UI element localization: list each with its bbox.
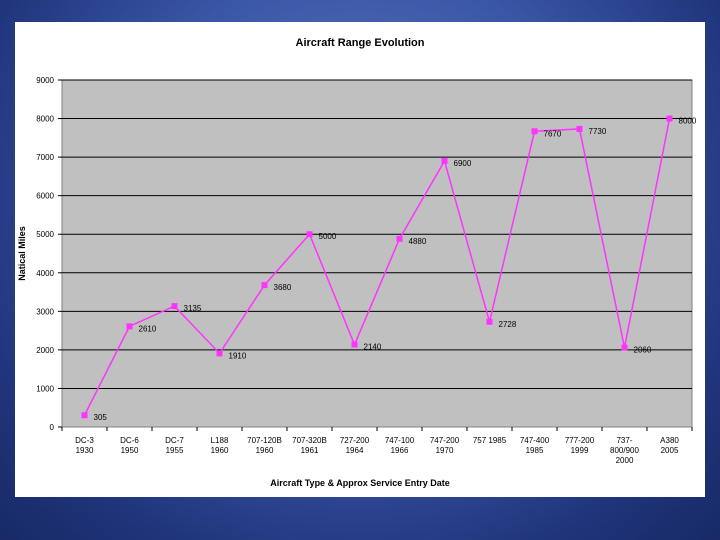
series-line xyxy=(83,118,671,416)
x-tick-label: 1966 xyxy=(391,446,409,455)
data-label: 6900 xyxy=(454,159,472,168)
y-tick-label: 3000 xyxy=(36,307,54,316)
y-tick-label: 0 xyxy=(50,423,55,432)
data-label: 305 xyxy=(94,413,108,422)
data-point-marker xyxy=(396,235,403,242)
x-tick-label: 1970 xyxy=(436,446,454,455)
chart-title: Aircraft Range Evolution xyxy=(296,37,425,49)
x-tick-label: L188 xyxy=(211,436,229,445)
x-axis-title: Aircraft Type & Approx Service Entry Dat… xyxy=(270,478,450,488)
x-tick-label: 1961 xyxy=(301,446,319,455)
x-tick-label: 1999 xyxy=(571,446,589,455)
data-point-marker xyxy=(261,282,268,289)
y-tick-label: 8000 xyxy=(36,115,54,124)
x-tick-label: 1964 xyxy=(346,446,364,455)
x-tick-label: 1950 xyxy=(121,446,139,455)
y-tick-label: 5000 xyxy=(36,230,54,239)
data-point-marker xyxy=(441,157,448,164)
data-label: 7670 xyxy=(544,129,562,138)
data-label: 2728 xyxy=(499,320,517,329)
data-label: 5000 xyxy=(319,232,337,241)
data-label: 4880 xyxy=(409,237,427,246)
x-tick-label: 757 1985 xyxy=(473,436,507,445)
data-label: 7730 xyxy=(589,127,607,136)
y-tick-label: 2000 xyxy=(36,346,54,355)
x-tick-label: DC-3 xyxy=(75,436,94,445)
data-label: 2610 xyxy=(139,324,157,333)
x-tick-label: 727-200 xyxy=(340,436,370,445)
x-tick-label: 800/900 xyxy=(610,446,639,455)
x-tick-label: 1960 xyxy=(211,446,229,455)
y-tick-label: 6000 xyxy=(36,192,54,201)
data-point-marker xyxy=(171,303,178,310)
x-tick-label: DC-6 xyxy=(120,436,139,445)
data-point-marker xyxy=(126,323,133,330)
data-point-marker xyxy=(531,128,538,135)
data-label: 3680 xyxy=(274,283,292,292)
x-tick-label: 737- xyxy=(616,436,632,445)
x-tick-label: 747-400 xyxy=(520,436,550,445)
y-tick-label: 4000 xyxy=(36,269,54,278)
data-point-marker xyxy=(306,231,313,238)
x-tick-label: 2000 xyxy=(616,456,634,465)
x-tick-label: 2005 xyxy=(661,446,679,455)
x-tick-label: 747-100 xyxy=(385,436,415,445)
x-tick-label: 777-200 xyxy=(565,436,595,445)
data-point-marker xyxy=(621,344,628,351)
data-label: 3135 xyxy=(184,304,202,313)
data-label: 1910 xyxy=(229,351,247,360)
x-tick-label: 707-320B xyxy=(292,436,327,445)
x-tick-label: A380 xyxy=(660,436,679,445)
x-tick-label: DC-7 xyxy=(165,436,184,445)
data-point-marker xyxy=(81,412,88,419)
data-point-marker xyxy=(576,125,583,132)
y-tick-label: 1000 xyxy=(36,384,54,393)
data-point-marker xyxy=(486,318,493,325)
x-tick-label: 1985 xyxy=(526,446,544,455)
data-point-marker xyxy=(351,341,358,348)
y-tick-label: 7000 xyxy=(36,153,54,162)
y-tick-label: 9000 xyxy=(36,76,54,85)
x-tick-label: 747-200 xyxy=(430,436,460,445)
data-label: 2140 xyxy=(364,342,382,351)
x-tick-label: 1930 xyxy=(76,446,94,455)
chart-panel: Aircraft Range Evolution 0 1000 2000 3000 400… xyxy=(15,22,705,497)
plot-area xyxy=(61,79,693,428)
x-tick-label: 707-120B xyxy=(247,436,282,445)
range-line-chart: Aircraft Range Evolution 0 1000 2000 3000 400… xyxy=(17,37,697,488)
x-tick-label: 1960 xyxy=(256,446,274,455)
data-point-marker xyxy=(666,115,673,122)
data-label: 8000 xyxy=(679,117,697,126)
x-tick-label: 1955 xyxy=(166,446,184,455)
y-axis-title: Natical Miles xyxy=(17,226,27,281)
data-label: 2060 xyxy=(634,346,652,355)
data-point-marker xyxy=(216,350,223,357)
